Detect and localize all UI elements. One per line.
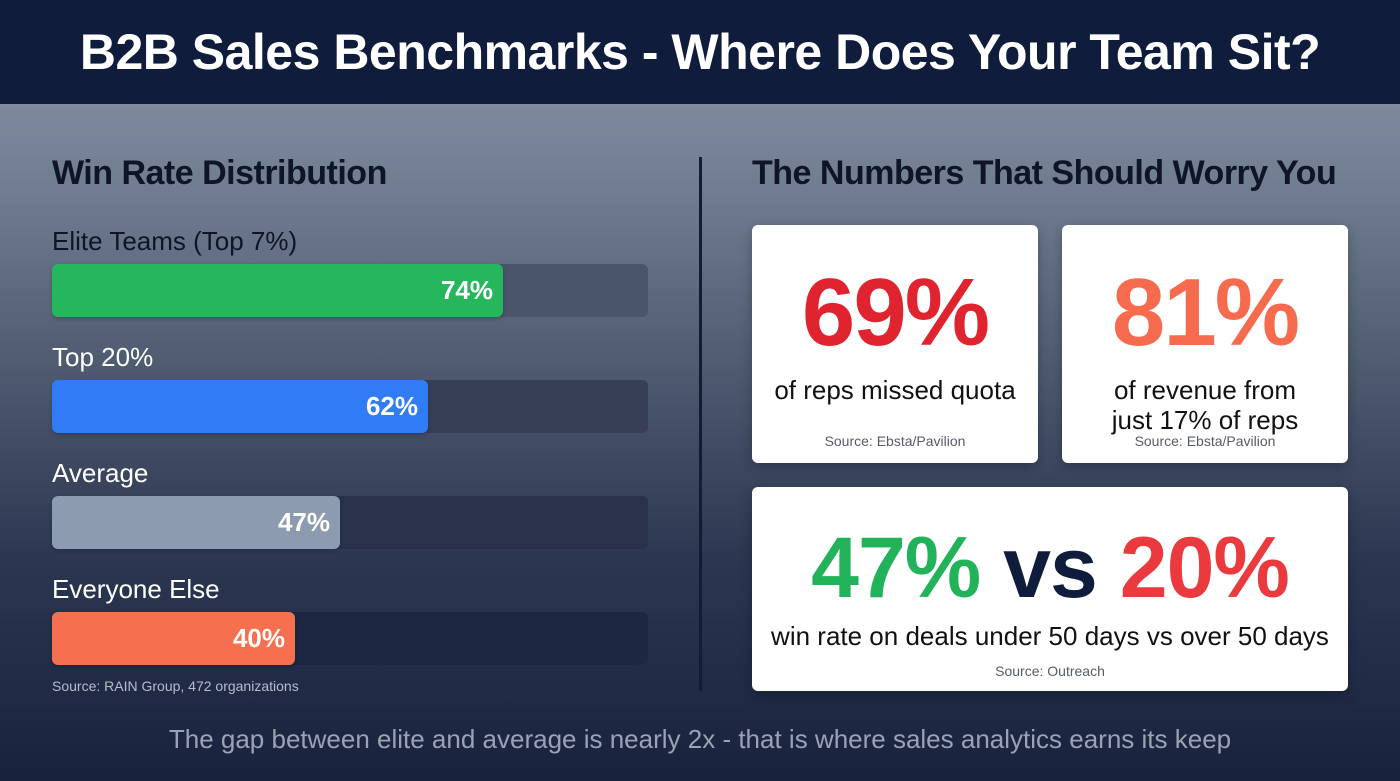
bar-label: Average [52, 458, 149, 488]
stat-card-revenue: 81% of revenue from just 17% of reps Sou… [1062, 225, 1348, 463]
stat-description-line2: just 17% of reps [1111, 405, 1299, 435]
bar-value: 40% [232, 623, 285, 653]
bar-value: 62% [365, 391, 418, 421]
bar-track: 40% [52, 612, 648, 665]
bar-track: 62% [52, 380, 648, 433]
bar-fill-average: 47% [52, 496, 340, 549]
comparison-values: 47% vs 20% [752, 525, 1348, 611]
stat-card-deal-velocity: 47% vs 20% win rate on deals under 50 da… [752, 487, 1348, 691]
worry-section-title: The Numbers That Should Worry You [752, 154, 1337, 192]
stat-value: 69% [801, 259, 990, 366]
bar-row-elite: Elite Teams (Top 7%) 74% [52, 224, 648, 317]
bar-row-everyone-else: Everyone Else 40% [52, 572, 648, 665]
value-over-50-days: 20% [1119, 520, 1290, 616]
bar-label: Top 20% [52, 342, 154, 372]
bar-track: 74% [52, 264, 648, 317]
stat-description: win rate on deals under 50 days vs over … [771, 621, 1329, 651]
footer-caption: The gap between elite and average is nea… [168, 724, 1232, 754]
win-rate-section-title: Win Rate Distribution [52, 154, 387, 192]
bar-value: 47% [277, 507, 330, 537]
bar-track: 47% [52, 496, 648, 549]
bar-label: Elite Teams (Top 7%) [52, 226, 298, 256]
value-under-50-days: 47% [811, 520, 981, 616]
bar-label: Everyone Else [52, 574, 220, 604]
page-title: B2B Sales Benchmarks - Where Does Your T… [79, 24, 1321, 80]
bar-row-top20: Top 20% 62% [52, 340, 648, 433]
stat-source: Source: Ebsta/Pavilion [1134, 433, 1276, 449]
stat-source: Source: Outreach [995, 663, 1105, 679]
section-divider [699, 157, 702, 691]
bar-row-average: Average 47% [52, 456, 648, 549]
bar-fill-top20: 62% [52, 380, 428, 433]
bar-value: 74% [440, 275, 493, 305]
bar-fill-elite: 74% [52, 264, 503, 317]
stat-card-quota: 69% of reps missed quota Source: Ebsta/P… [752, 225, 1038, 463]
stat-source: Source: Ebsta/Pavilion [824, 433, 966, 449]
stat-value: 81% [1111, 259, 1300, 366]
stat-description-line1: of revenue from [1113, 375, 1297, 405]
chart-source: Source: RAIN Group, 472 organizations [52, 678, 299, 694]
vs-label: vs [1003, 520, 1098, 616]
bar-fill-everyone-else: 40% [52, 612, 295, 665]
stat-description: of reps missed quota [774, 375, 1016, 405]
header-banner: B2B Sales Benchmarks - Where Does Your T… [0, 0, 1400, 104]
